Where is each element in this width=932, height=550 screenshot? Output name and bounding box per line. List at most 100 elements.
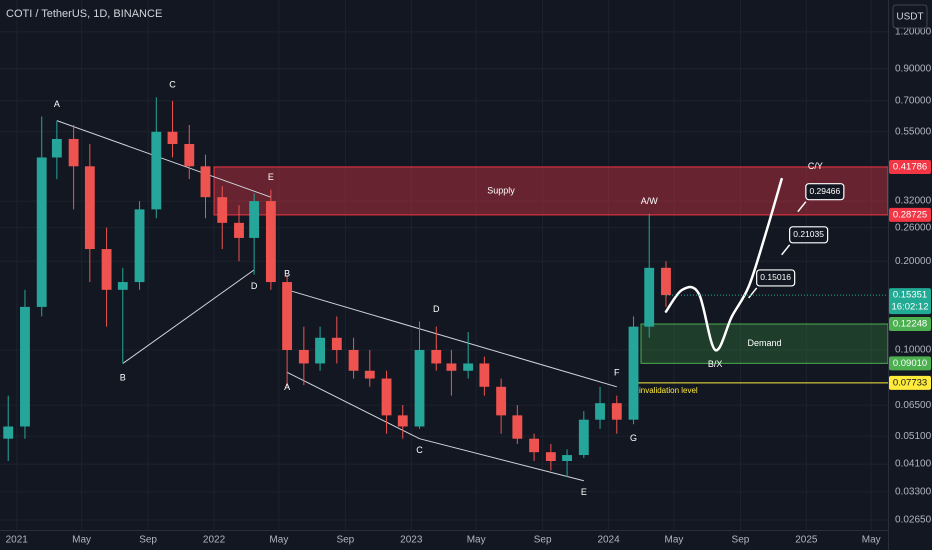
y-tick-label: 0.70000 — [895, 96, 932, 107]
price-badge — [889, 356, 931, 371]
candle-body — [234, 222, 244, 238]
candle-body — [414, 349, 425, 427]
wave-label: E — [268, 172, 274, 182]
price-axis — [888, 0, 932, 550]
wave-label: B/X — [708, 359, 723, 369]
price-badge — [889, 375, 931, 390]
candle-body — [512, 415, 523, 439]
candle-body — [463, 363, 474, 371]
x-tick-label: May — [269, 535, 288, 546]
y-tick-label: 0.05100 — [895, 431, 932, 442]
x-tick-label: May — [467, 535, 486, 546]
candle-body — [644, 267, 655, 327]
price-badge-label: 0.09010 — [893, 358, 927, 369]
candle-body — [562, 455, 572, 462]
x-tick-label: 2021 — [6, 535, 29, 546]
candle-body — [134, 209, 145, 283]
target-box — [805, 183, 845, 201]
target-box — [756, 269, 796, 287]
candle-body — [184, 143, 195, 167]
wave-label: C — [169, 80, 176, 90]
price-badge-label: 0.41786 — [893, 161, 927, 172]
zone-label: Supply — [487, 185, 515, 195]
candle-body — [578, 419, 589, 456]
wave-label: C/Y — [808, 161, 823, 171]
y-tick-label: 0.20000 — [895, 256, 932, 267]
trend-line — [122, 269, 255, 364]
candle-body — [36, 157, 47, 307]
current-price-badge — [889, 288, 931, 315]
current-price-label: 0.15351 — [893, 290, 927, 301]
wave-label: B — [120, 373, 126, 383]
y-tick-label: 0.90000 — [895, 63, 932, 74]
projection-path — [664, 177, 783, 352]
price-badge — [889, 317, 931, 332]
candle-body — [20, 306, 30, 427]
y-tick-label: 0.10000 — [895, 345, 932, 356]
currency-button-label: USDT — [896, 12, 923, 23]
candle-body — [151, 131, 162, 210]
candle-body — [51, 138, 62, 158]
x-tick-label: 2025 — [795, 535, 818, 546]
candle-body — [249, 201, 260, 238]
candle-body — [217, 197, 228, 223]
countdown: 16:02:12 — [892, 302, 929, 313]
candle-body — [265, 201, 276, 283]
wave-label: D — [433, 304, 440, 314]
trend-line — [286, 289, 617, 388]
x-tick-label: May — [665, 535, 684, 546]
currency-button[interactable] — [892, 4, 928, 29]
trend-line — [286, 371, 584, 482]
zone — [213, 166, 889, 216]
price-badge — [889, 159, 931, 174]
candle-body — [200, 166, 211, 198]
candle-body — [84, 166, 95, 250]
candle-body — [348, 349, 359, 371]
x-tick-label: Sep — [534, 535, 552, 546]
y-tick-label: 0.55000 — [895, 126, 932, 137]
candle-body — [101, 249, 112, 290]
candle-body — [315, 337, 325, 364]
target-box — [789, 226, 829, 244]
y-tick-label: 0.03300 — [895, 487, 932, 498]
x-tick-label: May — [72, 535, 91, 546]
wave-label: A — [54, 99, 60, 109]
candle-body — [298, 349, 309, 364]
wave-label: F — [614, 367, 620, 377]
price-badge-label: 0.07733 — [893, 377, 927, 388]
price-badge — [889, 207, 931, 222]
wave-label: E — [581, 487, 587, 497]
candle-body — [68, 138, 79, 167]
y-tick-label: 0.02650 — [895, 515, 932, 526]
target-arrow — [797, 201, 807, 213]
wave-label: D — [251, 281, 258, 291]
candle-body — [397, 415, 408, 427]
x-tick-label: Sep — [139, 535, 157, 546]
candle-body — [446, 363, 457, 371]
wave-label: B — [284, 268, 290, 278]
wave-label: A — [284, 382, 290, 392]
x-tick-label: Sep — [336, 535, 354, 546]
wave-label: G — [630, 433, 637, 443]
y-tick-label: 0.32000 — [895, 196, 932, 207]
y-tick-label: 1.20000 — [895, 27, 932, 38]
candle-body — [529, 438, 540, 453]
y-tick-label: 0.04100 — [895, 459, 932, 470]
candle-body — [364, 370, 375, 379]
target-arrow — [748, 287, 758, 299]
candle-body — [545, 452, 556, 462]
candle-body — [496, 386, 507, 416]
x-tick-label: May — [862, 535, 881, 546]
invalidation-label: invalidation level — [639, 386, 698, 395]
target-arrow — [781, 244, 791, 256]
candle-body — [331, 337, 342, 350]
candle-body — [479, 363, 490, 387]
candle-body — [628, 326, 639, 420]
price-badge-label: 0.12248 — [893, 319, 927, 330]
target-label: 0.29466 — [809, 186, 840, 196]
target-label: 0.21035 — [793, 229, 824, 239]
y-tick-label: 0.06500 — [895, 400, 932, 411]
wave-label: C — [416, 445, 423, 455]
